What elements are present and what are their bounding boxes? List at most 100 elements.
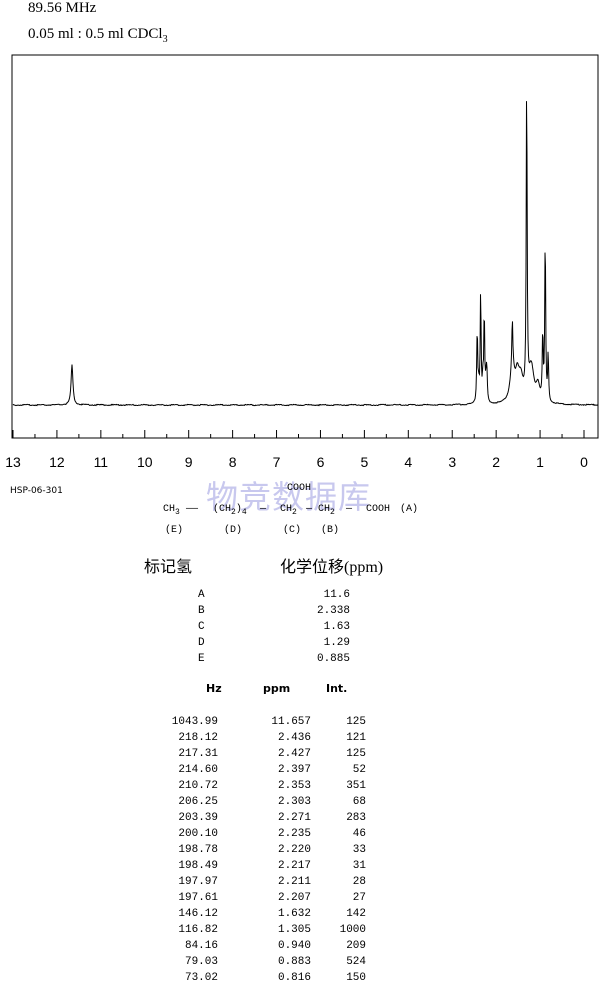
peak-ppm: 2.235	[277, 828, 311, 840]
peak-int: 351	[346, 780, 366, 792]
assignment-row: D 1.29	[0, 637, 609, 651]
structure-label-d: (D)	[224, 525, 243, 536]
peak-header-ppm: ppm	[263, 682, 291, 695]
catalog-id: HSP-06-301	[10, 486, 63, 496]
peak-header-hz: Hz	[206, 682, 222, 695]
peak-hz: 1043.99	[171, 716, 218, 728]
peak-hz: 197.61	[178, 892, 218, 904]
peak-int: 28	[352, 876, 366, 888]
peak-int: 125	[346, 716, 366, 728]
ch2-chain-text: (CH	[213, 504, 232, 515]
peak-ppm: 2.220	[277, 844, 311, 856]
x-tick-label: 3	[448, 454, 456, 470]
assignment-row: E 0.885	[0, 653, 609, 667]
solvent-subscript: 3	[162, 34, 168, 45]
peak-hz: 200.10	[178, 828, 218, 840]
peak-hz: 116.82	[178, 924, 218, 936]
peak-hz: 217.31	[178, 748, 218, 760]
peak-ppm: 1.305	[277, 924, 311, 936]
peak-ppm: 0.883	[277, 956, 311, 968]
structure-ch2-b: CH2	[318, 504, 335, 517]
assignment-shift-header: 化学位移(ppm)	[280, 559, 384, 576]
peak-hz: 79.03	[184, 956, 218, 968]
assignment-label: A	[198, 589, 205, 601]
assignment-row: C 1.63	[0, 621, 609, 635]
structure-label-e: (E)	[165, 525, 184, 536]
x-tick-label: 8	[229, 454, 237, 470]
nmr-spectrum-chart: 13 12 11 10 9 8 7 6 5 4 3 2 1 0	[5, 54, 599, 470]
peak-int: 150	[346, 972, 366, 984]
peak-int: 31	[352, 860, 366, 872]
peak-hz: 73.02	[184, 972, 218, 984]
peak-int: 27	[352, 892, 366, 904]
x-axis-ticks	[12, 430, 585, 438]
peak-int: 142	[346, 908, 366, 920]
peak-int: 209	[346, 940, 366, 952]
peak-int: 524	[346, 956, 366, 968]
peak-int: 52	[352, 764, 366, 776]
x-tick-label: 10	[137, 454, 153, 470]
peak-hz: 214.60	[178, 764, 218, 776]
assignment-label: D	[198, 637, 205, 649]
peak-int: 121	[346, 732, 366, 744]
structure-label-b: (B)	[321, 525, 340, 536]
peak-hz: 210.72	[178, 780, 218, 792]
structure-label-a: (A)	[400, 504, 419, 515]
structure-label-c: (C)	[283, 525, 302, 536]
peak-hz: 218.12	[178, 732, 218, 744]
peak-hz: 203.39	[178, 812, 218, 824]
peak-hz: 84.16	[184, 940, 218, 952]
x-tick-label: 0	[580, 454, 588, 470]
solvent-ratio: 0.05 ml : 0.5 ml CDCl3	[28, 26, 168, 45]
peak-ppm: 2.427	[277, 748, 311, 760]
x-tick-label: 5	[360, 454, 368, 470]
x-tick-label: 7	[273, 454, 281, 470]
structure-ch3: CH3	[163, 504, 180, 517]
spectrum-trace	[12, 101, 599, 407]
ch2-c-sub: 2	[292, 508, 297, 517]
peak-ppm: 2.207	[277, 892, 311, 904]
structure-ch2-c: CH2	[280, 504, 297, 517]
structure-top-label: COOH	[287, 483, 312, 494]
peak-ppm: 2.353	[277, 780, 311, 792]
peak-ppm: 2.211	[277, 876, 311, 888]
peak-ppm: 2.303	[277, 796, 311, 808]
peak-hz: 198.49	[178, 860, 218, 872]
structure-bond-1: ——	[186, 504, 199, 515]
peak-ppm: 11.657	[271, 716, 311, 728]
peak-ppm: 2.271	[277, 812, 311, 824]
x-tick-label: 11	[94, 454, 109, 470]
peak-hz: 146.12	[178, 908, 218, 920]
x-tick-label: 6	[317, 454, 325, 470]
assignment-shift: 11.6	[323, 589, 350, 601]
structure-bond-3: —	[306, 504, 313, 515]
ch3-sub: 3	[175, 508, 180, 517]
peak-int: 125	[346, 748, 366, 760]
structure-cooh: COOH	[366, 504, 391, 515]
peak-hz: 197.97	[178, 876, 218, 888]
x-tick-label: 2	[492, 454, 500, 470]
assignment-shift: 1.29	[323, 637, 350, 649]
peak-int: 283	[346, 812, 366, 824]
x-axis-tick-labels: 13 12 11 10 9 8 7 6 5 4 3 2 1 0	[5, 454, 588, 470]
spectrometer-frequency: 89.56 MHz	[28, 0, 97, 16]
peak-hz: 206.25	[178, 796, 218, 808]
watermark: 物竞数据库	[206, 478, 372, 516]
assignment-label-header: 标记氢	[144, 559, 193, 576]
peak-ppm: 1.632	[277, 908, 311, 920]
ch3-text: CH	[163, 504, 176, 515]
assignment-row: A 11.6	[0, 589, 609, 603]
ch2-b-sub: 2	[330, 508, 335, 517]
solvent-text: 0.05 ml : 0.5 ml CDCl	[28, 26, 163, 42]
assignment-shift: 2.338	[316, 605, 350, 617]
structure-bond-2: —	[260, 504, 267, 515]
x-tick-label: 12	[49, 454, 65, 470]
peak-int: 33	[352, 844, 366, 856]
ch2-chain-close: )	[235, 504, 242, 515]
ch2-b-text: CH	[318, 504, 331, 515]
x-tick-label: 9	[185, 454, 193, 470]
x-tick-label: 4	[404, 454, 412, 470]
ch2-chain-n: 4	[241, 508, 247, 517]
peak-ppm: 2.397	[277, 764, 311, 776]
assignment-shift: 1.63	[323, 621, 350, 633]
